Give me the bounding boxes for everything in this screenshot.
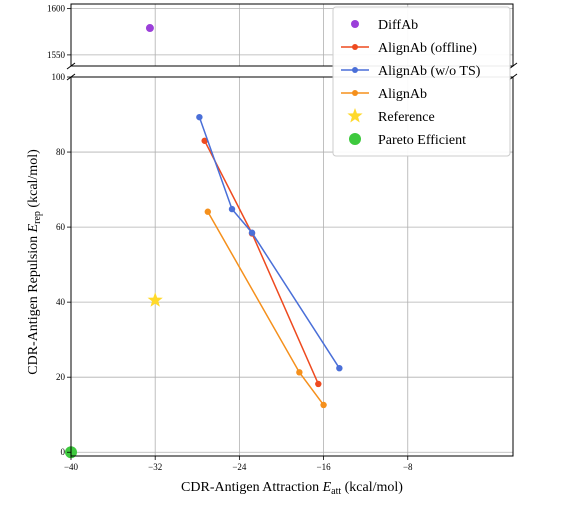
series-line bbox=[198, 116, 340, 369]
data-point bbox=[145, 24, 154, 33]
legend-box bbox=[332, 6, 511, 157]
y-tick-label: 60 bbox=[56, 222, 66, 232]
legend-label: AlignAb (offline) bbox=[378, 41, 477, 56]
data-point bbox=[204, 208, 212, 215]
x-tick-label: −16 bbox=[317, 462, 332, 472]
data-point bbox=[201, 137, 208, 144]
y-tick-label: 20 bbox=[56, 372, 66, 382]
upper-axes-frame bbox=[70, 3, 514, 67]
series-line bbox=[207, 211, 325, 406]
y-tick-label: 80 bbox=[56, 147, 66, 157]
legend-label: Reference bbox=[378, 110, 435, 125]
series-line bbox=[203, 140, 319, 385]
x-axis-label: CDR-Antigen Attraction Eatt (kcal/mol) bbox=[181, 480, 403, 497]
reference-star bbox=[147, 292, 163, 307]
legend-marker bbox=[352, 44, 358, 50]
y-tick-label: 0 bbox=[61, 447, 66, 457]
series-4 bbox=[147, 292, 163, 307]
data-point bbox=[196, 113, 203, 121]
x-tick-label: −8 bbox=[403, 462, 413, 472]
legend-marker bbox=[349, 133, 361, 145]
legend-label: DiffAb bbox=[378, 18, 418, 33]
x-tick-label: −32 bbox=[148, 462, 162, 472]
series-3 bbox=[204, 208, 327, 409]
break-mark bbox=[66, 62, 76, 70]
data-point bbox=[248, 229, 256, 236]
legend-label: AlignAb (w/o TS) bbox=[378, 64, 481, 79]
legend-marker bbox=[352, 67, 358, 73]
y-tick-label: 100 bbox=[52, 72, 66, 82]
y-tick-label-upper: 1550 bbox=[47, 50, 66, 60]
legend-label: AlignAb bbox=[378, 87, 427, 102]
y-tick-label-upper: 1600 bbox=[47, 4, 66, 14]
data-point bbox=[320, 401, 327, 409]
axes-frame bbox=[70, 3, 514, 457]
tick-labels: −40 −32 −24 −16 −8 0 20 40 60 80 100 1550 1600 bbox=[47, 4, 413, 472]
data-point bbox=[315, 380, 322, 388]
legend-marker bbox=[352, 90, 358, 96]
data-point bbox=[228, 205, 236, 213]
data-point bbox=[336, 364, 343, 372]
legend-label: Pareto Efficient bbox=[378, 133, 466, 148]
y-axis-label: CDR-Antigen Repulsion Erep (kcal/mol) bbox=[26, 149, 43, 375]
legend-marker bbox=[351, 20, 359, 28]
legend: DiffAb AlignAb (offline) AlignAb (w/o TS) A… bbox=[332, 6, 511, 157]
series-layer bbox=[65, 24, 343, 459]
x-tick-label: −24 bbox=[232, 462, 247, 472]
data-point bbox=[296, 369, 303, 376]
y-tick-label: 40 bbox=[56, 297, 66, 307]
series-2 bbox=[196, 113, 343, 372]
series-0 bbox=[145, 24, 154, 33]
lower-axes-frame bbox=[70, 76, 514, 457]
x-tick-label: −40 bbox=[64, 462, 79, 472]
legend-star-swatch bbox=[347, 108, 363, 123]
break-mark bbox=[66, 73, 76, 81]
